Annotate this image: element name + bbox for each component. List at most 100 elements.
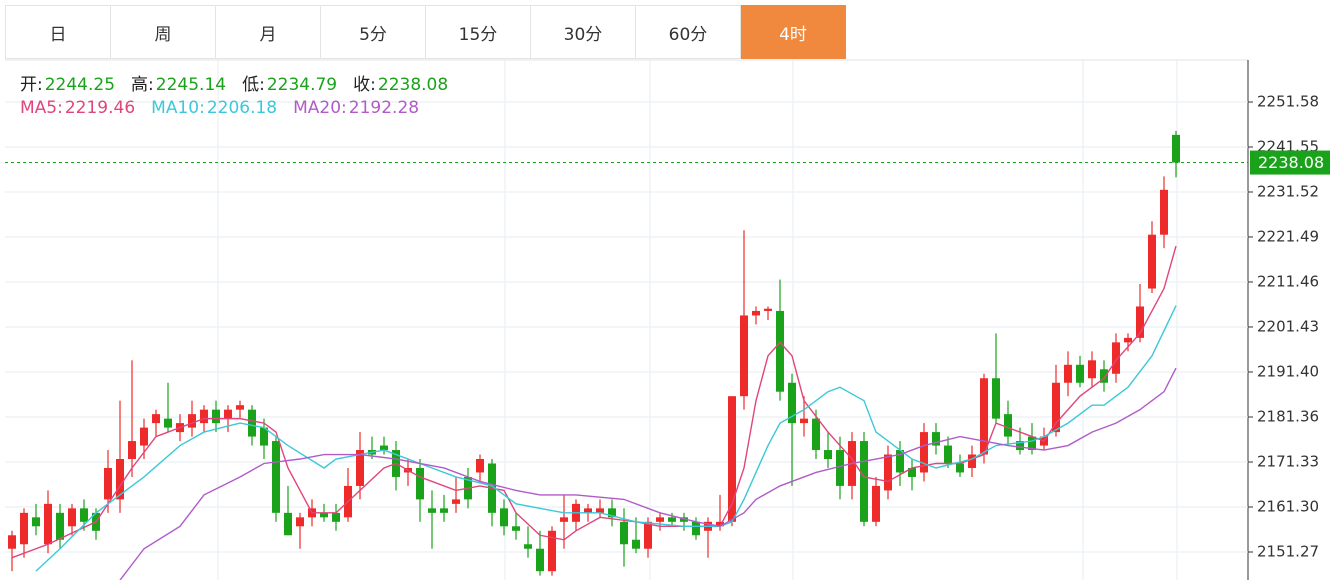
candle-body <box>332 512 340 522</box>
candle-body <box>1100 369 1108 383</box>
candle-body <box>452 499 460 504</box>
candle-body <box>68 508 76 527</box>
candle-body <box>752 310 760 316</box>
ma-legend-value: 2219.46 <box>64 98 136 118</box>
candle-body <box>1148 234 1156 289</box>
ma-line <box>119 367 1177 580</box>
candle-body <box>44 503 52 545</box>
ma-line <box>35 305 1177 572</box>
candle-body <box>608 508 616 518</box>
candle-body <box>668 517 676 522</box>
candle-body <box>776 310 784 392</box>
candle-body <box>32 517 40 527</box>
candle-body <box>1160 189 1168 235</box>
y-tick-label: 2221.49 <box>1257 227 1319 245</box>
candle-body <box>1088 360 1096 379</box>
candle-body <box>500 508 508 527</box>
candle-body <box>980 378 988 455</box>
candle-body <box>428 508 436 513</box>
ma-line <box>11 245 1177 559</box>
candle-body <box>632 539 640 549</box>
ma-legend-value: 2192.28 <box>348 98 420 118</box>
candle-body <box>896 450 904 473</box>
period-tab[interactable]: 月 <box>216 5 321 59</box>
candle-body <box>320 512 328 518</box>
period-tab[interactable]: 4时 <box>741 5 846 59</box>
candle-body <box>1172 134 1180 163</box>
period-tab[interactable]: 日 <box>5 5 111 59</box>
candle-body <box>296 517 304 527</box>
ma-legend-name: MA10: <box>151 98 205 118</box>
candle-body <box>644 521 652 549</box>
ohlc-value: 2245.14 <box>155 75 227 95</box>
period-tab[interactable]: 30分 <box>531 5 636 59</box>
period-tab[interactable]: 15分 <box>426 5 531 59</box>
candle-body <box>416 467 424 500</box>
candle-body <box>620 521 628 545</box>
period-tab[interactable]: 60分 <box>636 5 741 59</box>
candle-body <box>224 409 232 419</box>
y-tick-label: 2201.43 <box>1257 317 1319 335</box>
ma-legend-name: MA5: <box>20 98 63 118</box>
candle-body <box>764 308 772 311</box>
y-tick-label: 2251.58 <box>1257 92 1319 110</box>
candle-body <box>1052 382 1060 433</box>
candle-body <box>440 508 448 513</box>
y-tick-label: 2181.36 <box>1257 408 1319 426</box>
ohlc-label: 低: <box>242 75 265 95</box>
candle-body <box>248 409 256 437</box>
candle-body <box>260 427 268 446</box>
candle-body <box>680 517 688 522</box>
candle-body <box>596 508 604 513</box>
candle-body <box>236 405 244 410</box>
ohlc-label: 开: <box>20 75 43 95</box>
period-tab[interactable]: 5分 <box>321 5 426 59</box>
candle-body <box>860 441 868 522</box>
candle-body <box>968 454 976 468</box>
candle-body <box>584 508 592 513</box>
ohlc-label: 高: <box>131 75 154 95</box>
candle-body <box>80 508 88 522</box>
candle-body <box>356 450 364 486</box>
candle-body <box>956 463 964 473</box>
candle-body <box>104 467 112 500</box>
ohlc-value: 2238.08 <box>377 75 449 95</box>
ma-legend-value: 2206.18 <box>206 98 278 118</box>
candle-body <box>200 409 208 424</box>
candle-body <box>824 450 832 460</box>
x-grid <box>217 60 1178 580</box>
y-tick-label: 2211.46 <box>1257 272 1319 290</box>
period-tab[interactable]: 周 <box>111 5 216 59</box>
candle-body <box>128 441 136 460</box>
candle-body <box>932 432 940 446</box>
y-tick-label: 2231.52 <box>1257 182 1319 200</box>
candle-body <box>560 517 568 522</box>
candle-body <box>716 521 724 527</box>
price-tag-label: 2238.08 <box>1258 153 1324 172</box>
candle-body <box>992 378 1000 419</box>
candle-body <box>152 414 160 424</box>
candle-body <box>8 535 16 549</box>
y-tick-label: 2191.40 <box>1257 362 1319 380</box>
period-tabs: 日周月 5分 15分 30分 60分 4时 <box>5 5 846 59</box>
candle-body <box>1016 441 1024 451</box>
candle-body <box>1064 364 1072 383</box>
ma-legend-name: MA20: <box>293 98 347 118</box>
candle-body <box>1004 414 1012 437</box>
candle-body <box>788 382 796 424</box>
y-tick-label: 2161.30 <box>1257 498 1319 516</box>
candle-body <box>188 414 196 428</box>
ma-info: MA5: 2219.46 MA10: 2206.18 MA20: 2192.28 <box>20 98 435 118</box>
plot <box>8 130 1180 580</box>
candle-body <box>728 396 736 522</box>
ohlc-value: 2244.25 <box>44 75 116 95</box>
ohlc-value: 2234.79 <box>266 75 338 95</box>
candle-body <box>476 459 484 473</box>
candle-body <box>1028 436 1036 451</box>
candle-body <box>272 441 280 513</box>
candle-body <box>944 445 952 464</box>
candle-body <box>56 512 64 540</box>
candle-body <box>740 315 748 397</box>
